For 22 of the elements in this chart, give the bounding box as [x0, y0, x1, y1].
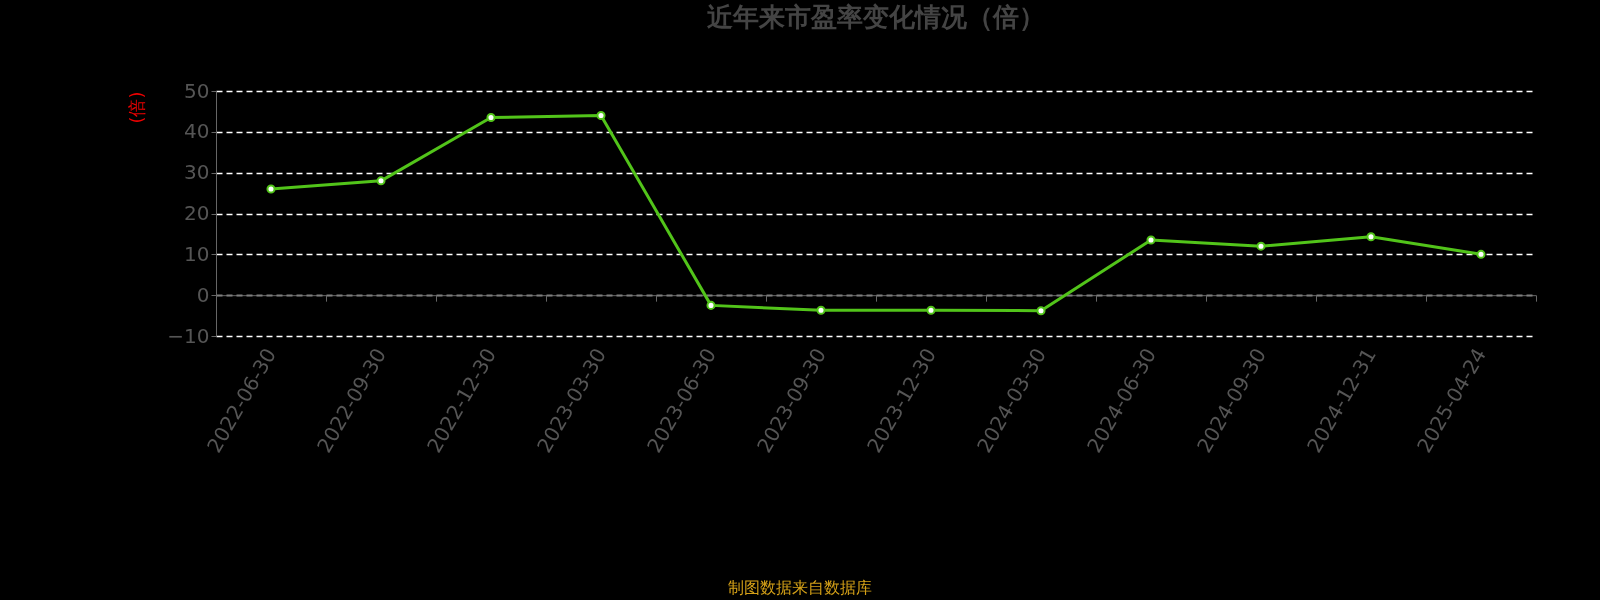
point [926, 305, 936, 315]
point [596, 110, 606, 121]
y-tick-label: 50 [184, 78, 210, 103]
y-tick-label: 20 [184, 201, 210, 225]
point [1366, 232, 1376, 242]
y-tick-label: 40 [184, 119, 210, 144]
point [706, 300, 716, 310]
point [1036, 306, 1046, 316]
y-tick-label: 30 [184, 160, 210, 185]
y-tick-label: 10 [184, 241, 210, 266]
y-axis-title: (倍) [126, 91, 148, 124]
point [1256, 241, 1266, 251]
point [1476, 249, 1486, 259]
text: 制图数据来自数据库 [727, 578, 873, 599]
y-tick-label: −10 [167, 323, 210, 348]
y-tick-label: 0 [196, 282, 210, 307]
point [486, 113, 496, 123]
point [1146, 235, 1156, 245]
point [266, 184, 276, 194]
chart-title: 近年来市盈率变化情况（倍） [707, 2, 1045, 32]
point [376, 176, 386, 186]
point [816, 305, 826, 315]
